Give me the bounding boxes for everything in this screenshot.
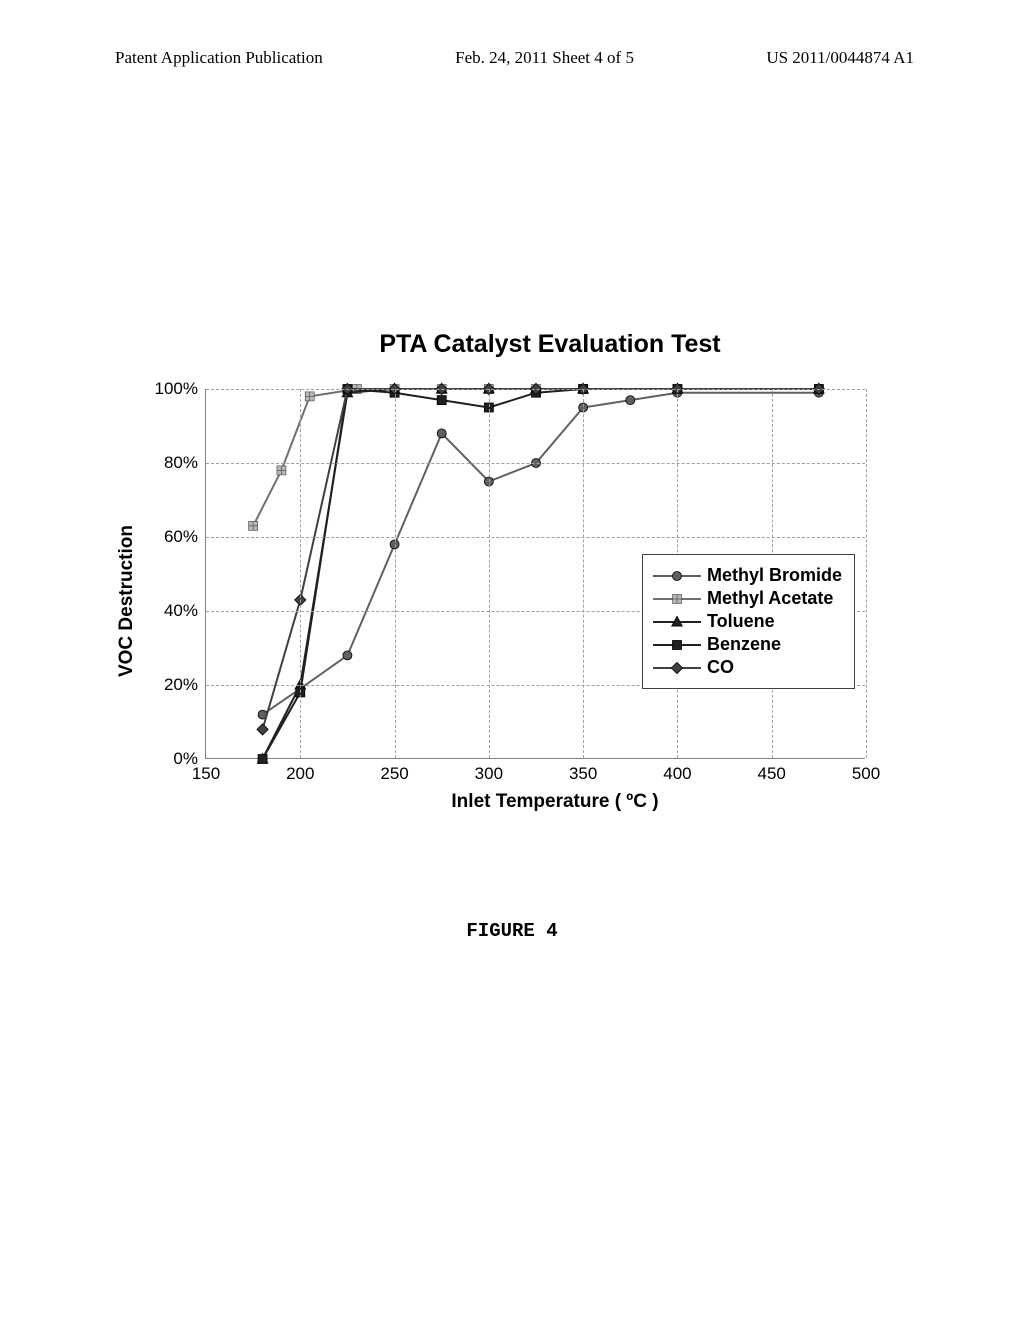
legend-label: Toluene: [707, 611, 775, 632]
legend-label: Benzene: [707, 634, 781, 655]
legend-swatch-icon: [653, 566, 701, 586]
chart-container: PTA Catalyst Evaluation Test VOC Destruc…: [135, 330, 905, 813]
page-header: Patent Application Publication Feb. 24, …: [0, 48, 1024, 68]
x-tick-label: 300: [475, 764, 503, 784]
y-tick-label: 80%: [164, 453, 198, 473]
figure-caption: FIGURE 4: [0, 920, 1024, 942]
gridline-v: [583, 389, 584, 758]
gridline-v: [489, 389, 490, 758]
legend-item: Benzene: [653, 634, 842, 655]
y-tick-label: 60%: [164, 527, 198, 547]
x-tick-label: 150: [192, 764, 220, 784]
gridline-h: [206, 463, 865, 464]
legend-item: CO: [653, 657, 842, 678]
legend-swatch-icon: [653, 612, 701, 632]
legend-label: Methyl Acetate: [707, 588, 833, 609]
x-tick-label: 400: [663, 764, 691, 784]
plot-area: Methyl Bromide Methyl AcetateTolueneBenz…: [205, 389, 865, 759]
gridline-h: [206, 389, 865, 390]
legend-item: Methyl Acetate: [653, 588, 842, 609]
chart-legend: Methyl Bromide Methyl AcetateTolueneBenz…: [642, 554, 855, 689]
x-tick-label: 200: [286, 764, 314, 784]
legend-swatch-icon: [653, 635, 701, 655]
gridline-h: [206, 537, 865, 538]
gridline-v: [300, 389, 301, 758]
legend-swatch-icon: [653, 658, 701, 678]
x-tick-label: 350: [569, 764, 597, 784]
y-tick-label: 40%: [164, 601, 198, 621]
legend-item: Methyl Bromide: [653, 565, 842, 586]
legend-swatch-icon: [653, 589, 701, 609]
y-tick-label: 100%: [155, 379, 198, 399]
header-left: Patent Application Publication: [115, 48, 323, 68]
gridline-v: [866, 389, 867, 758]
header-center: Feb. 24, 2011 Sheet 4 of 5: [455, 48, 634, 68]
x-tick-label: 250: [380, 764, 408, 784]
y-tick-label: 20%: [164, 675, 198, 695]
y-axis-label: VOC Destruction: [116, 525, 138, 677]
x-tick-label: 450: [758, 764, 786, 784]
gridline-v: [395, 389, 396, 758]
chart-title: PTA Catalyst Evaluation Test: [195, 330, 905, 359]
x-axis-label: Inlet Temperature ( ºC ): [205, 791, 905, 813]
legend-item: Toluene: [653, 611, 842, 632]
legend-label: Methyl Bromide: [707, 565, 842, 586]
x-tick-label: 500: [852, 764, 880, 784]
header-right: US 2011/0044874 A1: [766, 48, 914, 68]
legend-label: CO: [707, 657, 734, 678]
